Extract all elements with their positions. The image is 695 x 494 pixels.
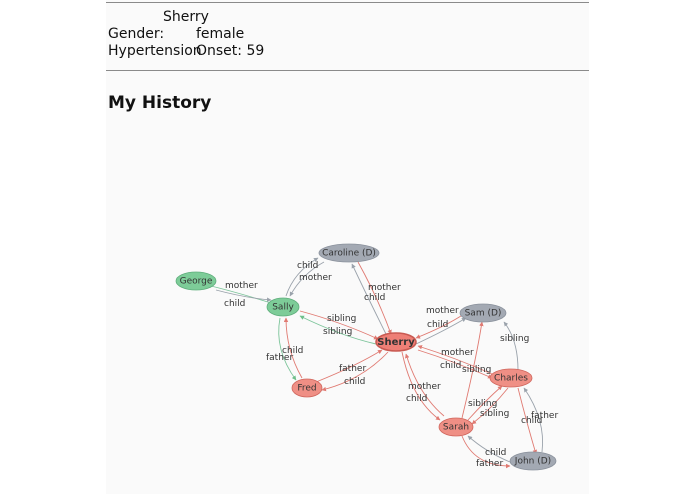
node-label: Sherry [377,337,415,348]
edge-label: father [339,364,366,374]
onset-text: Onset: 59 [196,43,265,59]
edge-fred-sally [283,317,303,379]
edge-label: child [224,299,245,309]
edge-label: child [282,346,303,356]
edge-sherry-fred [321,351,389,392]
edge-label: mother [299,273,332,283]
node-label: Fred [297,384,316,394]
gender-label: Gender: [108,26,165,42]
node-label: Sam (D) [465,309,502,319]
profile-info: Sherry Gender: female Hypertension Onset… [108,9,264,60]
edge-charles-sarah [471,387,509,425]
edge-sarah-sherry [405,353,445,417]
node-sam[interactable]: Sam (D) [459,303,507,323]
edge-sally-sherry [299,310,379,340]
edge-label: father [266,353,293,363]
node-sherry[interactable]: Sherry [375,332,417,352]
node-label: Sally [272,303,294,313]
edge-charles-sam [503,321,519,371]
edge-caroline-sally [289,261,325,297]
edge-label: mother [426,306,459,316]
edge-label: mother [408,382,441,392]
edge-label: mother [225,281,258,291]
edge-label: sibling [327,314,356,324]
graph-edges [206,257,544,469]
edge-label: child [406,394,427,404]
edge-label: sibling [323,327,352,337]
node-label: Caroline (D) [322,249,376,259]
edge-label: mother [441,348,474,358]
section-divider [106,70,589,71]
edge-label: sibling [462,365,491,375]
edge-label: child [440,361,461,371]
node-label: Sarah [443,423,469,433]
node-label: John (D) [514,457,551,467]
edge-george-sally [215,289,272,302]
edge-sherry-sam [415,317,467,345]
edge-charles-sherry [417,345,493,375]
edge-label: child [344,377,365,387]
edge-fred-sherry [315,349,383,383]
node-fred[interactable]: Fred [291,378,323,398]
node-john[interactable]: John (D) [509,451,557,471]
node-label: George [180,277,213,287]
profile-name: Sherry [163,9,209,25]
top-divider [106,2,589,3]
edge-sarah-charles [467,385,503,421]
family-graph[interactable]: mother child child mother mother child s… [106,0,589,494]
node-sally[interactable]: Sally [266,297,300,317]
graph-nodes: George Sally Caroline (D) Sherry Sam (D)… [175,243,557,471]
edge-label: sibling [480,409,509,419]
edge-sally-fred [278,317,297,381]
edge-john-sarah [467,435,511,463]
node-charles[interactable]: Charles [489,368,533,388]
edge-sherry-sally [299,315,377,345]
edge-caroline-sherry [357,261,392,335]
node-label: Charles [494,374,528,384]
graph-edge-labels: mother child child mother mother child s… [224,261,558,469]
content-area: Sherry Gender: female Hypertension Onset… [106,0,589,494]
edge-label: child [297,261,318,271]
edge-sarah-sam [461,321,484,419]
gender-value: female [196,26,245,42]
edge-label: father [531,411,558,421]
edge-label: child [364,293,385,303]
node-sarah[interactable]: Sarah [438,417,474,437]
edge-label: mother [368,283,401,293]
edge-sherry-caroline [351,263,387,335]
edge-label: father [476,459,503,469]
edge-charles-john [517,387,538,455]
edge-sherry-charles [417,349,493,379]
edge-label: sibling [468,399,497,409]
node-caroline[interactable]: Caroline (D) [318,243,380,263]
edge-label: child [427,320,448,330]
edge-sally-caroline [285,257,319,297]
edge-label: child [521,416,542,426]
edge-john-charles [523,387,544,453]
condition-label: Hypertension [108,43,202,59]
edge-sherry-sarah [401,351,441,421]
edge-sarah-john [461,435,511,469]
edge-label: child [485,448,506,458]
node-george[interactable]: George [175,271,217,291]
edge-label: sibling [500,334,529,344]
history-title: My History [108,93,212,113]
